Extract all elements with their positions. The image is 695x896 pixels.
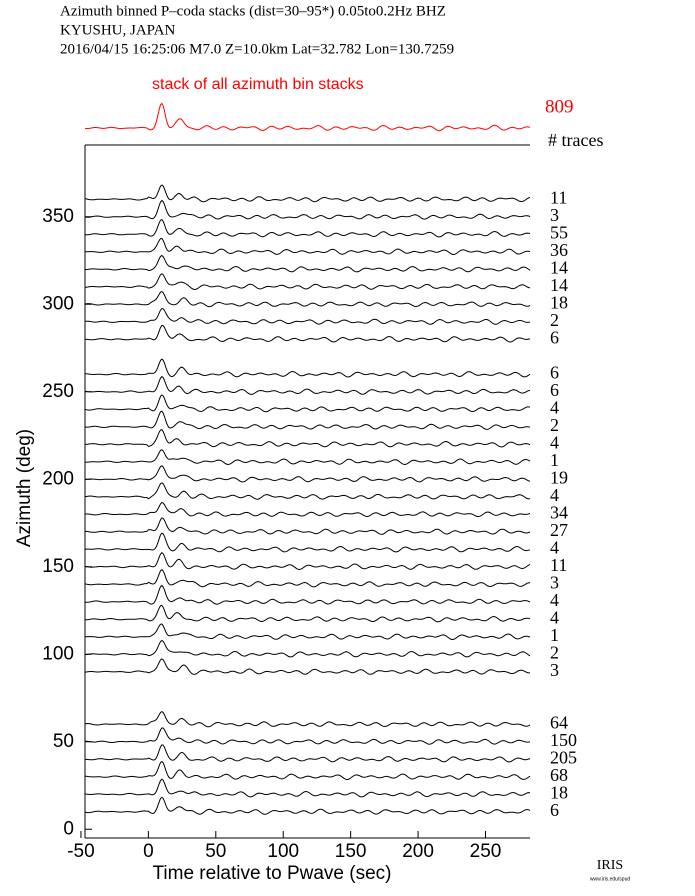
trace bbox=[84, 482, 531, 500]
header-line: KYUSHU, JAPAN bbox=[60, 22, 175, 38]
stack-count: 809 bbox=[545, 96, 574, 117]
logo: IRIS bbox=[597, 858, 623, 873]
trace-count: 14 bbox=[550, 257, 568, 277]
trace bbox=[84, 291, 531, 308]
y-tick-label: 200 bbox=[42, 468, 74, 489]
trace-count: 18 bbox=[550, 292, 568, 312]
y-tick-label: 150 bbox=[42, 556, 74, 577]
trace-count: 3 bbox=[550, 572, 559, 592]
trace-count: 6 bbox=[550, 800, 559, 820]
trace-count: 1 bbox=[550, 625, 559, 645]
x-tick-label: 250 bbox=[470, 841, 502, 862]
y-tick-label: 0 bbox=[63, 818, 74, 839]
trace-count: 11 bbox=[550, 187, 567, 207]
trace bbox=[85, 532, 531, 553]
x-tick-label: 200 bbox=[402, 841, 434, 862]
trace-count: 4 bbox=[550, 397, 559, 417]
trace bbox=[84, 760, 531, 780]
trace-count: 18 bbox=[550, 782, 568, 802]
count-heading: # traces bbox=[548, 130, 603, 150]
trace bbox=[85, 604, 531, 623]
trace bbox=[84, 501, 531, 518]
x-tick-label: 100 bbox=[267, 841, 299, 862]
trace-count: 4 bbox=[550, 607, 559, 627]
trace-count: 6 bbox=[550, 380, 559, 400]
trace-count: 6 bbox=[550, 362, 559, 382]
y-tick-label: 300 bbox=[42, 293, 74, 314]
trace bbox=[84, 639, 531, 658]
trace bbox=[84, 727, 531, 745]
trace-count: 4 bbox=[550, 485, 559, 505]
trace-count: 34 bbox=[550, 502, 568, 522]
trace bbox=[84, 778, 531, 798]
trace bbox=[84, 273, 531, 291]
trace-count: 2 bbox=[550, 415, 559, 435]
trace bbox=[84, 254, 531, 273]
trace bbox=[84, 394, 531, 413]
trace bbox=[84, 552, 531, 571]
x-tick-label: 150 bbox=[335, 841, 367, 862]
trace-count: 2 bbox=[550, 642, 559, 662]
trace bbox=[84, 584, 531, 605]
trace bbox=[85, 449, 531, 466]
trace bbox=[84, 744, 531, 763]
logo-url: www.iris.edu/spud bbox=[590, 876, 631, 882]
trace-count: 6 bbox=[550, 327, 559, 347]
trace bbox=[84, 375, 531, 395]
trace-count: 3 bbox=[550, 205, 559, 225]
trace-count: 36 bbox=[550, 240, 568, 260]
y-tick-label: 250 bbox=[42, 381, 74, 402]
trace-count: 2 bbox=[550, 310, 559, 330]
trace bbox=[84, 710, 531, 728]
trace bbox=[84, 307, 531, 325]
y-axis-label: Azimuth (deg) bbox=[14, 429, 35, 547]
trace-count: 1 bbox=[550, 450, 559, 470]
trace-count: 11 bbox=[550, 555, 567, 575]
trace bbox=[84, 658, 530, 675]
trace-count: 150 bbox=[550, 730, 577, 750]
trace-count: 68 bbox=[550, 765, 568, 785]
trace bbox=[84, 324, 531, 343]
trace-count: 3 bbox=[550, 660, 559, 680]
trace-count: 27 bbox=[550, 520, 568, 540]
x-tick-label: 50 bbox=[205, 841, 226, 862]
trace-count: 4 bbox=[550, 432, 559, 452]
stack-title: stack of all azimuth bin stacks bbox=[152, 76, 364, 93]
trace bbox=[85, 623, 531, 640]
trace-count: 19 bbox=[550, 467, 568, 487]
trace bbox=[84, 569, 531, 588]
header-line: Azimuth binned P–coda stacks (dist=30–95… bbox=[60, 3, 446, 19]
trace-count: 4 bbox=[550, 590, 559, 610]
trace-count: 4 bbox=[550, 537, 559, 557]
trace-count: 205 bbox=[550, 747, 577, 767]
y-tick-label: 100 bbox=[42, 643, 74, 664]
trace bbox=[85, 358, 531, 378]
trace bbox=[84, 184, 531, 203]
x-axis-label: Time relative to Pwave (sec) bbox=[153, 863, 392, 884]
trace-count: 64 bbox=[550, 712, 568, 732]
trace-count: 55 bbox=[550, 222, 568, 242]
header-line: 2016/04/15 16:25:06 M7.0 Z=10.0km Lat=32… bbox=[60, 41, 454, 57]
trace bbox=[85, 218, 531, 238]
x-tick-label: 0 bbox=[143, 841, 154, 862]
trace bbox=[85, 429, 531, 448]
trace bbox=[84, 410, 531, 430]
trace bbox=[84, 465, 531, 483]
x-tick-label: -50 bbox=[67, 841, 94, 862]
trace bbox=[84, 796, 531, 815]
y-tick-label: 50 bbox=[53, 731, 74, 752]
trace bbox=[84, 517, 531, 535]
y-tick-label: 350 bbox=[42, 206, 74, 227]
stack-trace bbox=[84, 102, 531, 132]
trace bbox=[85, 237, 531, 256]
trace bbox=[84, 199, 531, 220]
trace-count: 14 bbox=[550, 275, 568, 295]
